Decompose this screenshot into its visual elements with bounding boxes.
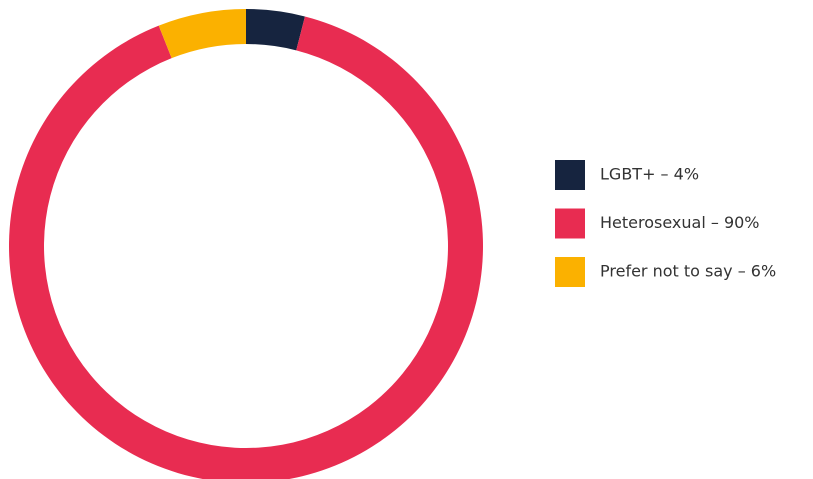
legend-swatch — [555, 257, 585, 287]
donut-segment — [246, 9, 305, 51]
legend-label: LGBT+ – 4% — [600, 165, 699, 184]
legend-label: Heterosexual – 90% — [600, 213, 760, 232]
legend-swatch — [555, 160, 585, 190]
donut-segment — [158, 9, 246, 59]
legend-label: Prefer not to say – 6% — [600, 262, 776, 281]
donut-segment — [9, 16, 483, 479]
legend-swatch — [555, 208, 585, 239]
